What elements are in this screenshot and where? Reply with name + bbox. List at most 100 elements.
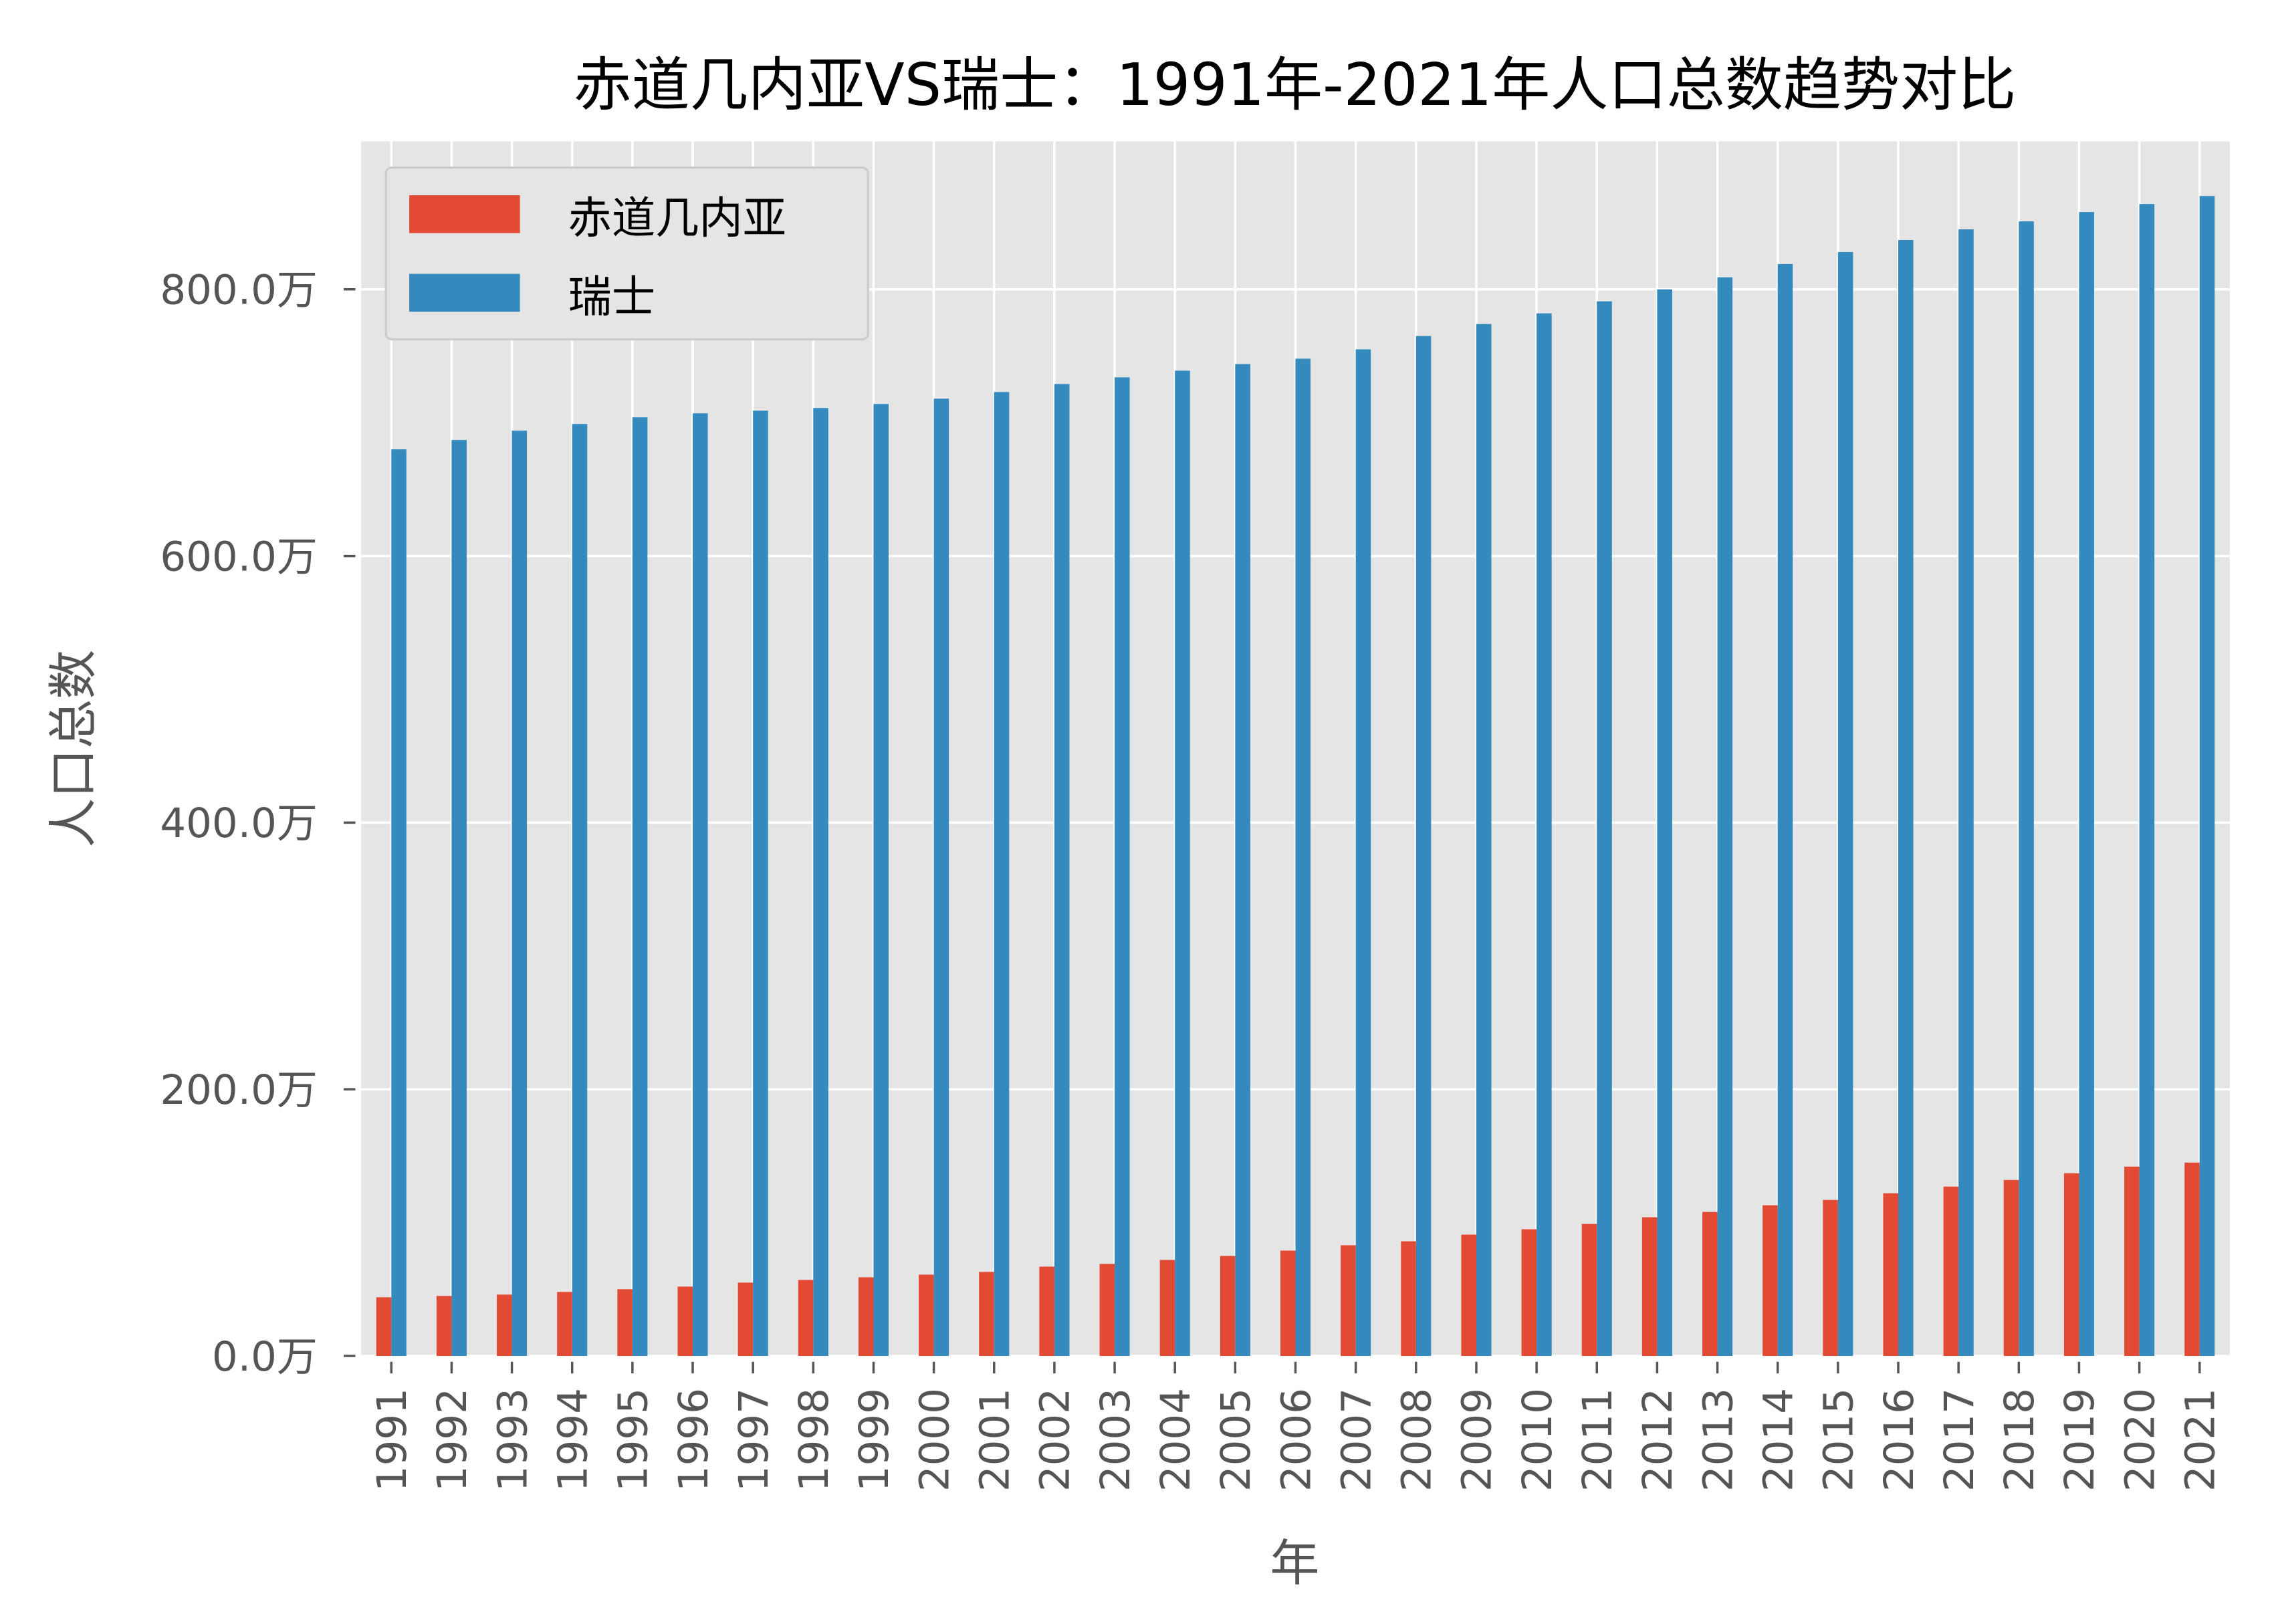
bar-equatorial-guinea-1993 <box>497 1294 512 1357</box>
bar-switzerland-2003 <box>1115 377 1130 1357</box>
x-tick-label: 2018 <box>1996 1388 2043 1492</box>
x-tick-label: 2006 <box>1272 1388 1320 1492</box>
bar-switzerland-2018 <box>2019 221 2034 1357</box>
bar-equatorial-guinea-2012 <box>1641 1217 1658 1357</box>
bar-equatorial-guinea-2014 <box>1763 1205 1778 1357</box>
x-tick-label: 2002 <box>1032 1388 1079 1492</box>
x-tick-label: 1995 <box>610 1388 657 1492</box>
bar-switzerland-2006 <box>1295 358 1311 1357</box>
bar-switzerland-2001 <box>994 392 1010 1357</box>
x-tick-label: 2011 <box>1574 1388 1621 1492</box>
bars <box>376 196 2215 1357</box>
y-axis: 0.0万 200.0万 400.0万 600.0万 800.0万 <box>160 267 356 1381</box>
bar-switzerland-1994 <box>572 424 588 1357</box>
bar-equatorial-guinea-2006 <box>1280 1250 1296 1357</box>
y-axis-label: 人口总数 <box>45 650 102 848</box>
legend-swatch-switzerland <box>409 273 520 312</box>
x-tick-label: 1997 <box>730 1388 778 1492</box>
x-tick-label: 1991 <box>368 1388 416 1492</box>
bar-switzerland-1995 <box>632 417 648 1357</box>
x-tick-label: 1992 <box>429 1388 476 1492</box>
bar-switzerland-2017 <box>1958 229 1974 1357</box>
x-tick-label: 1993 <box>489 1388 536 1492</box>
bar-switzerland-1993 <box>512 431 528 1357</box>
bar-switzerland-1996 <box>693 413 708 1357</box>
bar-switzerland-2014 <box>1777 263 1793 1357</box>
bar-equatorial-guinea-2008 <box>1401 1241 1416 1357</box>
x-tick-label: 2010 <box>1514 1388 1561 1492</box>
x-tick-label: 2020 <box>2116 1388 2164 1492</box>
y-tick-label: 600.0万 <box>160 533 318 580</box>
chart-title: 赤道几内亚VS瑞士：1991年-2021年人口总数趋势对比 <box>574 51 2017 119</box>
bar-equatorial-guinea-2019 <box>2063 1173 2079 1357</box>
bar-switzerland-2021 <box>2199 196 2215 1357</box>
bar-switzerland-1992 <box>451 440 467 1357</box>
bar-switzerland-2015 <box>1837 251 1853 1357</box>
bar-equatorial-guinea-2011 <box>1581 1224 1597 1357</box>
x-tick-label: 2007 <box>1333 1388 1380 1492</box>
x-tick-label: 2014 <box>1754 1388 1802 1492</box>
bar-equatorial-guinea-2016 <box>1883 1193 1899 1357</box>
bar-switzerland-2012 <box>1657 289 1672 1357</box>
x-axis-label: 年 <box>1270 1535 1319 1593</box>
bar-equatorial-guinea-2010 <box>1521 1229 1537 1357</box>
bar-equatorial-guinea-1999 <box>858 1277 874 1357</box>
bar-equatorial-guinea-2017 <box>1943 1186 1959 1357</box>
y-tick-label: 0.0万 <box>212 1333 318 1381</box>
x-tick-label: 2008 <box>1393 1388 1441 1492</box>
bar-equatorial-guinea-2020 <box>2124 1166 2140 1357</box>
x-tick-label: 2009 <box>1454 1388 1501 1492</box>
legend-label-equatorial-guinea: 赤道几内亚 <box>568 193 787 244</box>
x-tick-label: 2004 <box>1152 1388 1200 1492</box>
bar-switzerland-2011 <box>1597 301 1612 1357</box>
bar-equatorial-guinea-1992 <box>436 1296 452 1357</box>
bar-equatorial-guinea-1996 <box>677 1286 693 1357</box>
x-tick-label: 1994 <box>550 1388 597 1492</box>
bar-equatorial-guinea-2021 <box>2184 1162 2200 1357</box>
x-tick-label: 2019 <box>2056 1388 2104 1492</box>
bar-equatorial-guinea-1994 <box>557 1292 572 1357</box>
x-tick-label: 2005 <box>1212 1388 1260 1492</box>
bar-switzerland-2005 <box>1235 364 1250 1357</box>
x-axis: 1991 1992 1993 1994 1995 1996 1997 1998 1999 2000… <box>368 1361 2225 1492</box>
x-tick-label: 2001 <box>972 1388 1019 1492</box>
bar-switzerland-2019 <box>2079 212 2094 1357</box>
bar-equatorial-guinea-2002 <box>1039 1266 1054 1357</box>
x-tick-label: 2015 <box>1815 1388 1863 1492</box>
bar-switzerland-1991 <box>391 449 407 1357</box>
y-tick-label: 800.0万 <box>160 267 318 314</box>
bar-switzerland-2002 <box>1054 384 1070 1357</box>
y-tick-label: 400.0万 <box>160 800 318 847</box>
bar-equatorial-guinea-2001 <box>979 1272 994 1357</box>
legend-label-switzerland: 瑞士 <box>568 271 656 322</box>
bar-switzerland-2004 <box>1175 370 1190 1357</box>
legend-swatch-equatorial-guinea <box>409 195 520 233</box>
x-tick-label: 2013 <box>1694 1388 1742 1492</box>
y-tick-label: 200.0万 <box>160 1066 318 1114</box>
x-tick-label: 2012 <box>1634 1388 1682 1492</box>
bar-switzerland-2016 <box>1898 239 1914 1357</box>
legend: 赤道几内亚 瑞士 <box>384 166 869 341</box>
x-tick-label: 1999 <box>850 1388 898 1492</box>
bar-switzerland-2000 <box>933 398 949 1357</box>
bar-equatorial-guinea-2015 <box>1823 1199 1838 1357</box>
bar-equatorial-guinea-1998 <box>798 1280 814 1357</box>
bar-equatorial-guinea-1995 <box>617 1289 633 1357</box>
bar-equatorial-guinea-2013 <box>1702 1211 1718 1357</box>
bar-switzerland-2008 <box>1415 336 1432 1357</box>
x-tick-label: 1998 <box>790 1388 838 1492</box>
bar-equatorial-guinea-2018 <box>2003 1179 2019 1357</box>
bar-equatorial-guinea-2005 <box>1220 1256 1236 1357</box>
x-tick-label: 2016 <box>1876 1388 1923 1492</box>
bar-switzerland-1997 <box>753 411 768 1357</box>
bar-equatorial-guinea-1997 <box>737 1282 754 1357</box>
bar-equatorial-guinea-2007 <box>1341 1245 1356 1357</box>
bar-equatorial-guinea-1991 <box>376 1297 392 1357</box>
bar-switzerland-1999 <box>873 404 889 1357</box>
bar-equatorial-guinea-2004 <box>1159 1260 1175 1357</box>
x-tick-label: 2003 <box>1092 1388 1139 1492</box>
bar-switzerland-2020 <box>2139 204 2155 1357</box>
bar-switzerland-1998 <box>813 408 828 1357</box>
x-tick-label: 2017 <box>1936 1388 1983 1492</box>
